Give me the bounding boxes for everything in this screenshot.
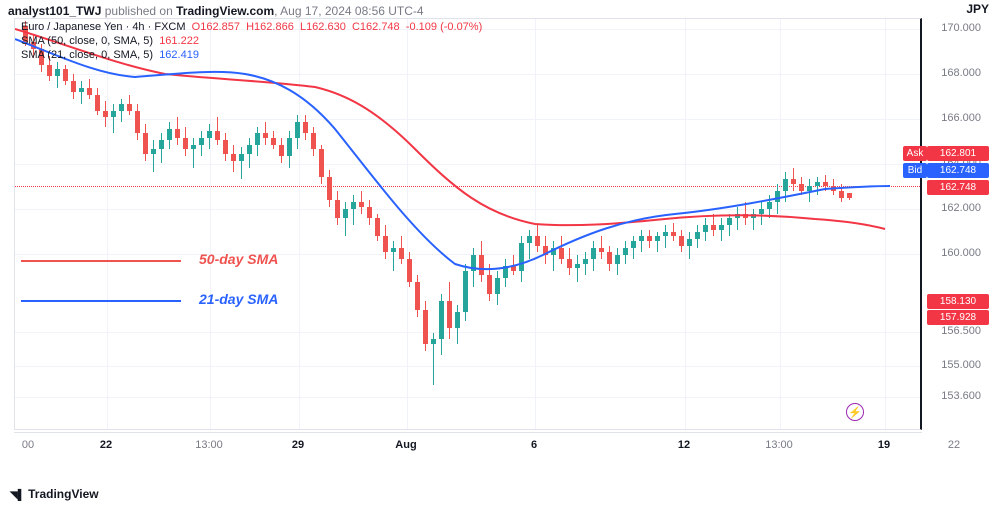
x-tick: 00 [22, 439, 34, 451]
sma50-info: SMA (50, close, 0, SMA, 5) 161.222 [21, 35, 199, 47]
price-tag-2: 157.928 [927, 310, 989, 325]
x-tick: 19 [878, 439, 890, 451]
author: analyst101_TWJ [8, 4, 101, 18]
ask-price: 162.801 [927, 146, 989, 161]
legend-sma21-text: 21-day SMA [199, 291, 278, 307]
x-tick: 29 [292, 439, 304, 451]
y-tick: 156.500 [926, 325, 981, 337]
x-tick: 22 [948, 439, 960, 451]
price-tag-1: 158.130 [927, 294, 989, 309]
y-tick: 155.000 [926, 359, 981, 371]
flash-icon[interactable]: ⚡ [846, 403, 864, 421]
legend-sma50-text: 50-day SMA [199, 251, 278, 267]
x-tick: 13:00 [195, 439, 223, 451]
publish-header: analyst101_TWJ published on TradingView.… [8, 4, 424, 18]
y-tick: 168.000 [926, 67, 981, 79]
currency-label: JPY [966, 2, 989, 16]
y-tick: 160.000 [926, 247, 981, 259]
sma-overlay [15, 19, 923, 431]
symbol-info: Euro / Japanese Yen · 4h · FXCM O162.857… [21, 21, 482, 33]
site: TradingView.com [176, 4, 274, 18]
y-axis[interactable]: 170.000168.000166.000164.000162.000160.0… [924, 18, 989, 430]
x-tick: Aug [395, 439, 416, 451]
y-tick: 162.000 [926, 202, 981, 214]
bid-price: 162.748 [927, 163, 989, 178]
chart-area[interactable]: Euro / Japanese Yen · 4h · FXCM O162.857… [14, 18, 922, 430]
legend-sma21-line [21, 300, 181, 302]
tradingview-logo: ◥▌ TradingView [10, 487, 99, 501]
sma21-info: SMA (21, close, 0, SMA, 5) 162.419 [21, 49, 199, 61]
ask-label: Ask [903, 146, 927, 161]
x-tick: 6 [531, 439, 537, 451]
y-tick: 170.000 [926, 22, 981, 34]
bid-label: Bid [903, 163, 927, 178]
x-tick: 13:00 [765, 439, 793, 451]
current-price: 162.748 [927, 180, 989, 195]
x-axis[interactable]: 002213:0029Aug61213:001922 [14, 432, 922, 462]
x-tick: 12 [678, 439, 690, 451]
y-tick: 153.600 [926, 390, 981, 402]
legend-sma50-line [21, 260, 181, 262]
y-tick: 166.000 [926, 112, 981, 124]
x-tick: 22 [100, 439, 112, 451]
